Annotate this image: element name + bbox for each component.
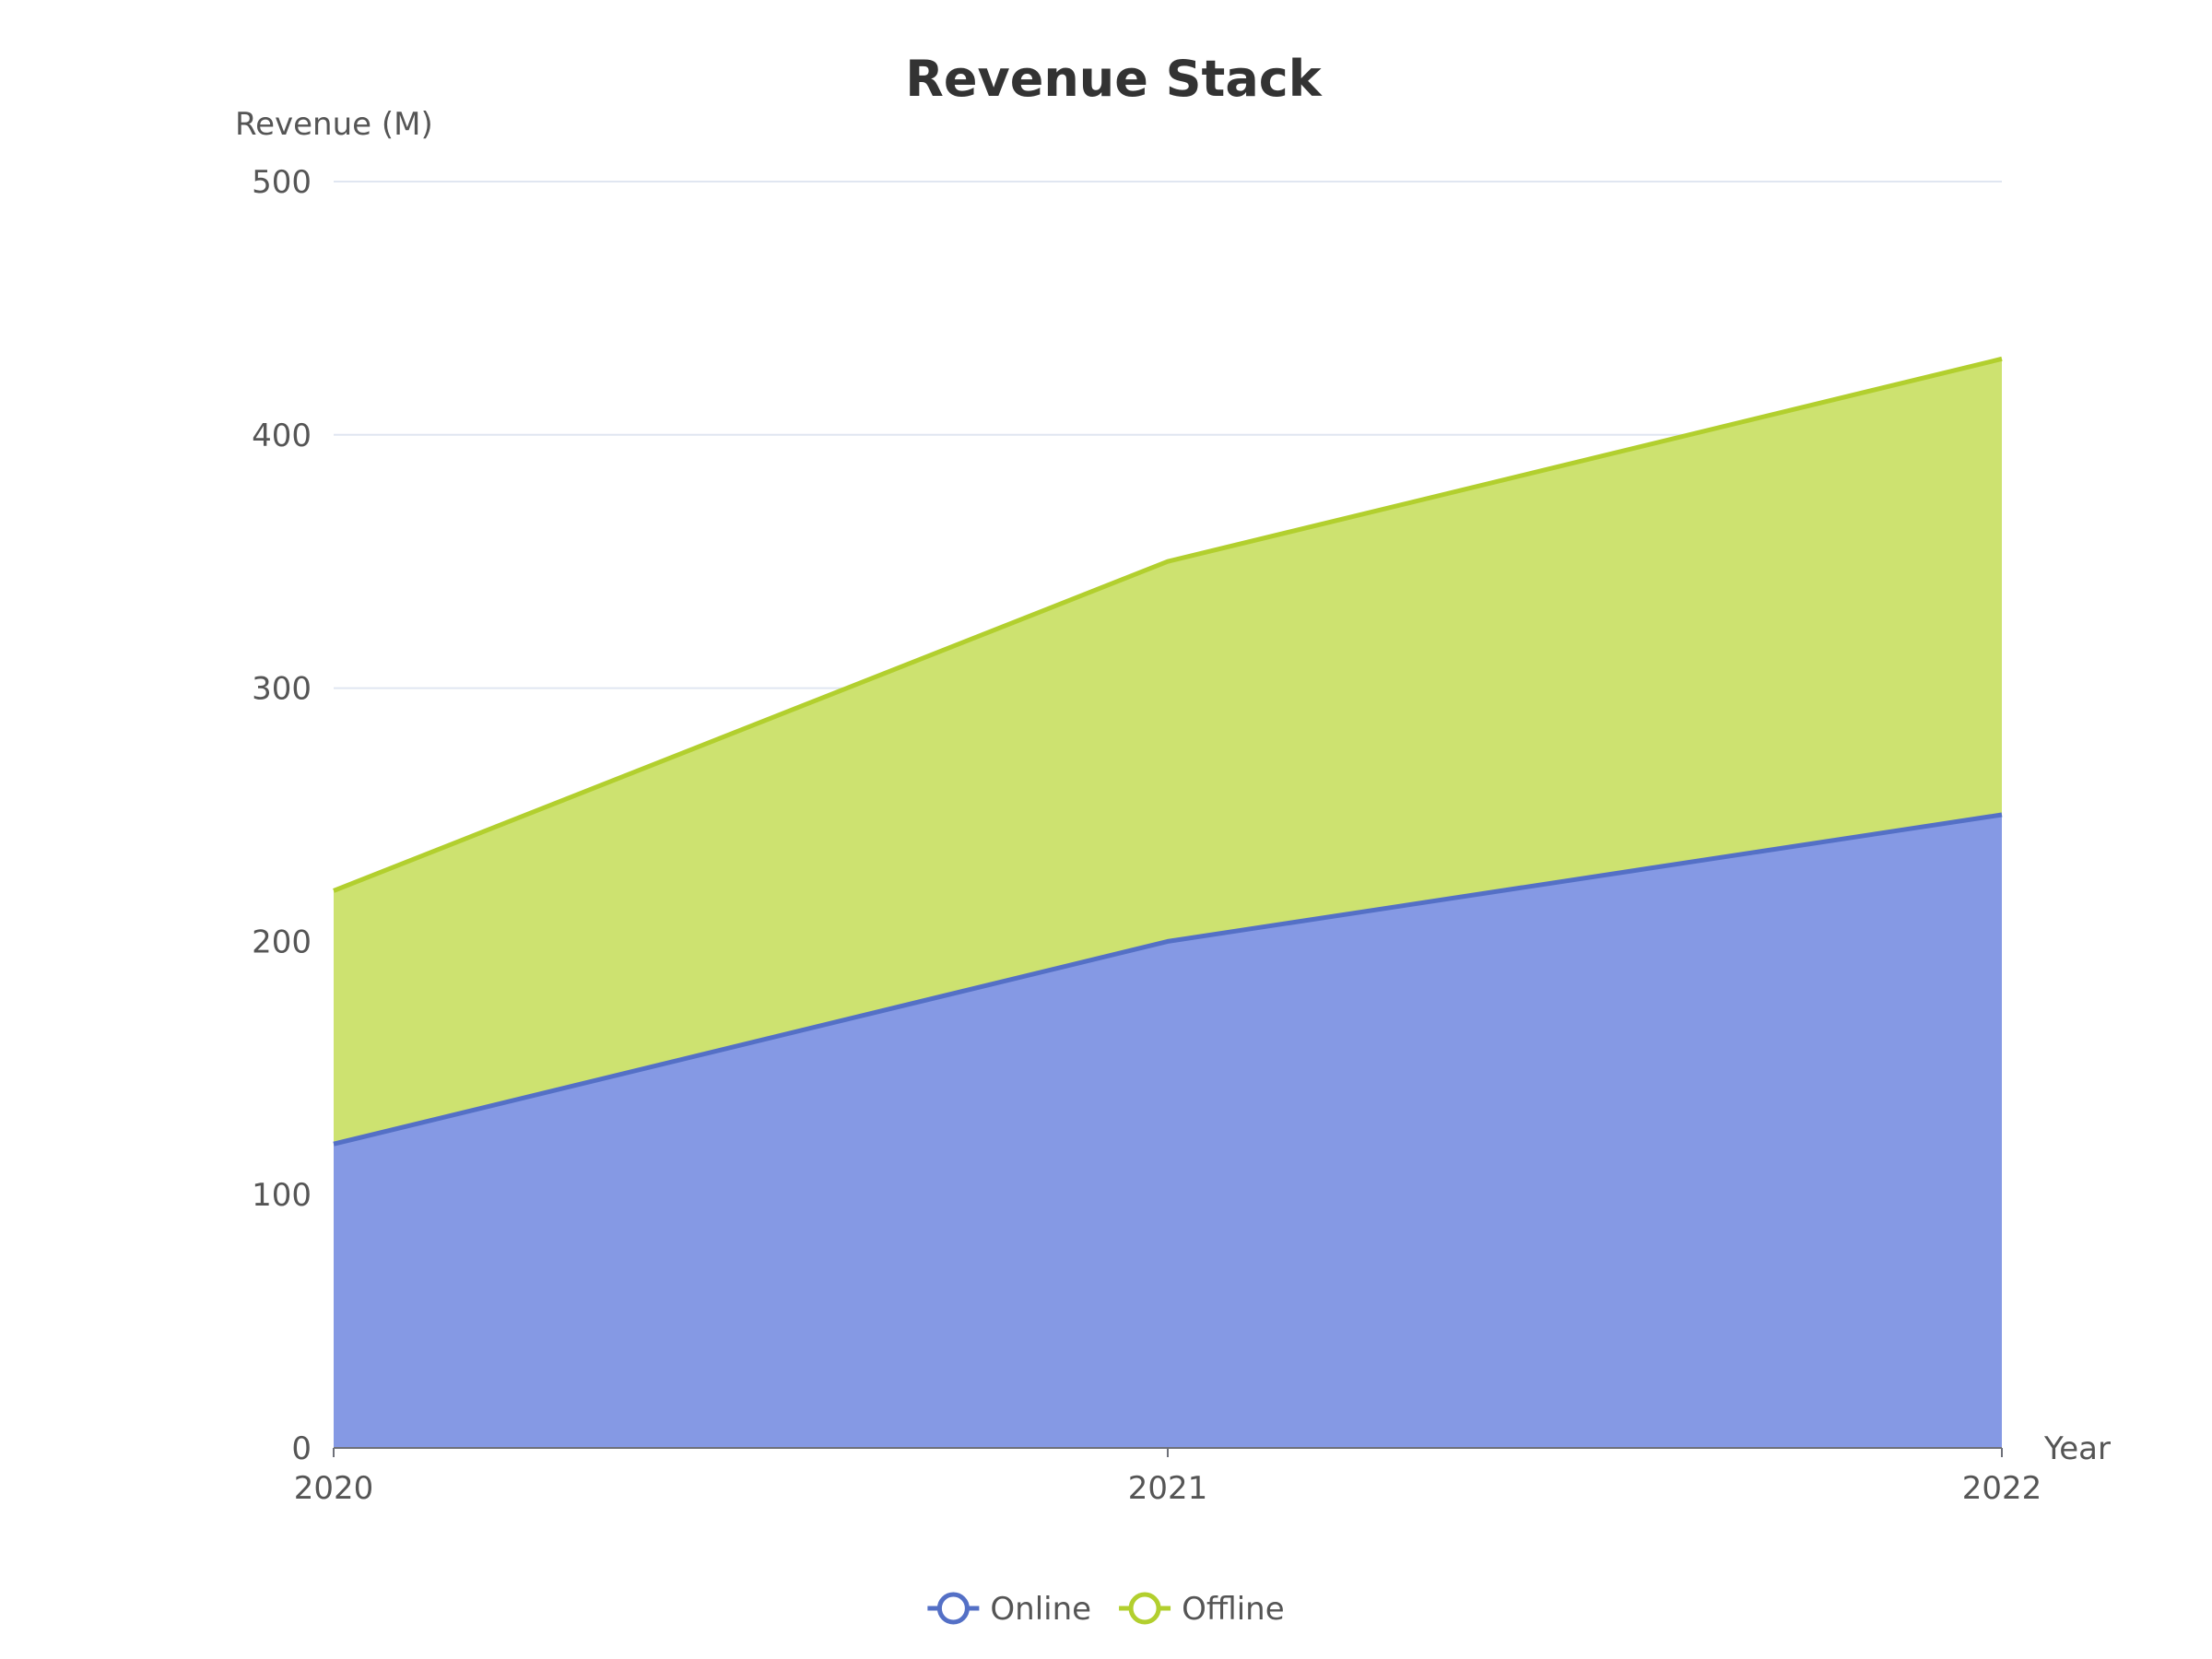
line-online[interactable] xyxy=(333,812,2003,1147)
legend-label-offline: Offline xyxy=(1182,1591,1285,1628)
y-tick-label-300: 300 xyxy=(252,671,312,708)
axes xyxy=(333,1447,2003,1457)
x-axis-label: Year xyxy=(2043,1430,2111,1467)
chart-title: Revenue Stack xyxy=(905,50,1322,108)
legend[interactable]: Online Offline xyxy=(927,1591,1285,1628)
legend-marker-offline xyxy=(1128,1592,1161,1625)
legend-item-offline[interactable]: Offline xyxy=(1119,1591,1285,1628)
area-layers xyxy=(334,359,2002,1448)
y-tick-label-200: 200 xyxy=(252,924,312,960)
series-lines xyxy=(333,356,2003,1147)
y-tick-label-100: 100 xyxy=(252,1177,312,1214)
y-axis-label: Revenue (M) xyxy=(235,106,433,143)
y-tick-label-0: 0 xyxy=(291,1430,312,1467)
legend-item-online[interactable]: Online xyxy=(927,1591,1091,1628)
area-online[interactable] xyxy=(334,815,2002,1448)
tick-labels: 0 100 200 300 400 500 2020 2021 2022 xyxy=(252,164,2041,1507)
x-tick-label-2022: 2022 xyxy=(1962,1470,2042,1507)
y-tick-label-400: 400 xyxy=(252,418,312,454)
legend-marker-online xyxy=(936,1592,970,1625)
x-tick-label-2020: 2020 xyxy=(294,1470,374,1507)
x-tick-label-2021: 2021 xyxy=(1128,1470,1208,1507)
y-tick-label-500: 500 xyxy=(252,164,312,201)
area-offline[interactable] xyxy=(334,359,2002,1145)
line-offline[interactable] xyxy=(333,356,2003,893)
legend-label-online: Online xyxy=(990,1591,1091,1628)
